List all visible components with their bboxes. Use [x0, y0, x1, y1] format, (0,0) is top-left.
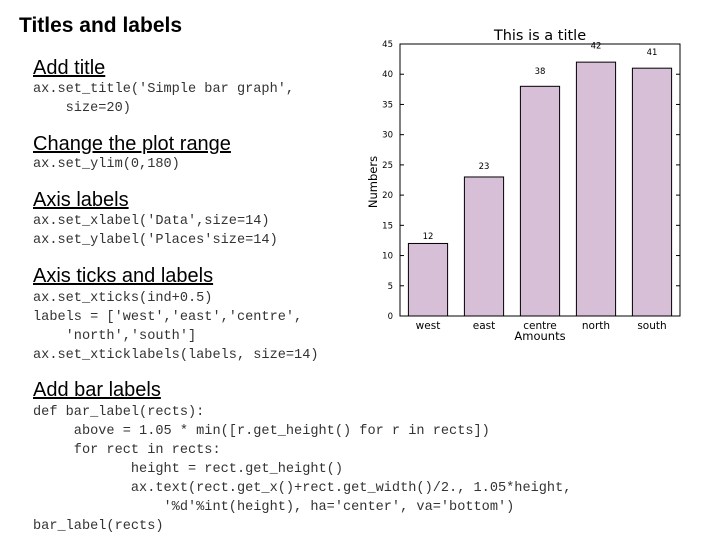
bar-east [463, 176, 505, 317]
bar-value-label-east: 23 [479, 162, 490, 172]
y-tick-label: 25 [382, 161, 393, 171]
y-tick-label: 10 [382, 252, 393, 262]
y-tick-label: 45 [382, 40, 393, 50]
heading-bar-labels: Add bar labels [33, 379, 161, 401]
bar-value-label-west: 12 [423, 232, 434, 242]
code-add-title: ax.set_title('Simple bar graph', size=20… [33, 82, 295, 116]
y-tick-label: 0 [388, 312, 393, 322]
bar-chart: This is a title 12 23 38 42 41 0 5 10 15 20 25 30 3… [366, 28, 681, 343]
x-tick-label-east: east [473, 320, 495, 332]
x-tick-label-west: west [416, 320, 441, 332]
x-ticks: west east centre north south [416, 320, 667, 332]
bars-layer: 12 23 38 42 41 [407, 41, 673, 317]
y-tick-label: 30 [382, 131, 393, 141]
heading-add-title: Add title [33, 57, 106, 79]
y-tick-label: 5 [388, 282, 393, 292]
x-axis-label: Amounts [514, 329, 565, 343]
x-tick-label-centre: centre [523, 320, 557, 332]
bar-south [631, 67, 673, 317]
heading-axis-labels: Axis labels [33, 189, 129, 211]
x-tick-label-south: south [637, 320, 666, 332]
y-tick-label: 35 [382, 100, 393, 110]
y-tick-label: 40 [382, 70, 393, 80]
heading-axis-ticks: Axis ticks and labels [33, 265, 214, 287]
bar-north [575, 61, 617, 317]
plot-frame [399, 43, 681, 317]
heading-plot-range: Change the plot range [33, 133, 231, 155]
code-axis-ticks: ax.set_xticks(ind+0.5) labels = ['west',… [33, 291, 319, 363]
slide-title: Titles and labels [19, 14, 183, 37]
chart-title: This is a title [493, 28, 586, 44]
code-plot-range: ax.set_ylim(0,180) [33, 157, 180, 172]
bar-value-label-centre: 38 [535, 67, 546, 77]
code-bar-labels: def bar_label(rects): above = 1.05 * min… [33, 405, 572, 534]
y-tick-label: 20 [382, 191, 393, 201]
x-tick-label-north: north [582, 320, 610, 332]
bar-west [407, 242, 449, 317]
bar-centre [519, 85, 561, 317]
code-axis-labels: ax.set_xlabel('Data',size=14) ax.set_yla… [33, 214, 278, 248]
bar-value-label-north: 42 [591, 41, 602, 51]
y-axis-label: Numbers [366, 156, 380, 208]
bar-value-label-south: 41 [647, 48, 658, 58]
y-tick-label: 15 [382, 221, 393, 231]
